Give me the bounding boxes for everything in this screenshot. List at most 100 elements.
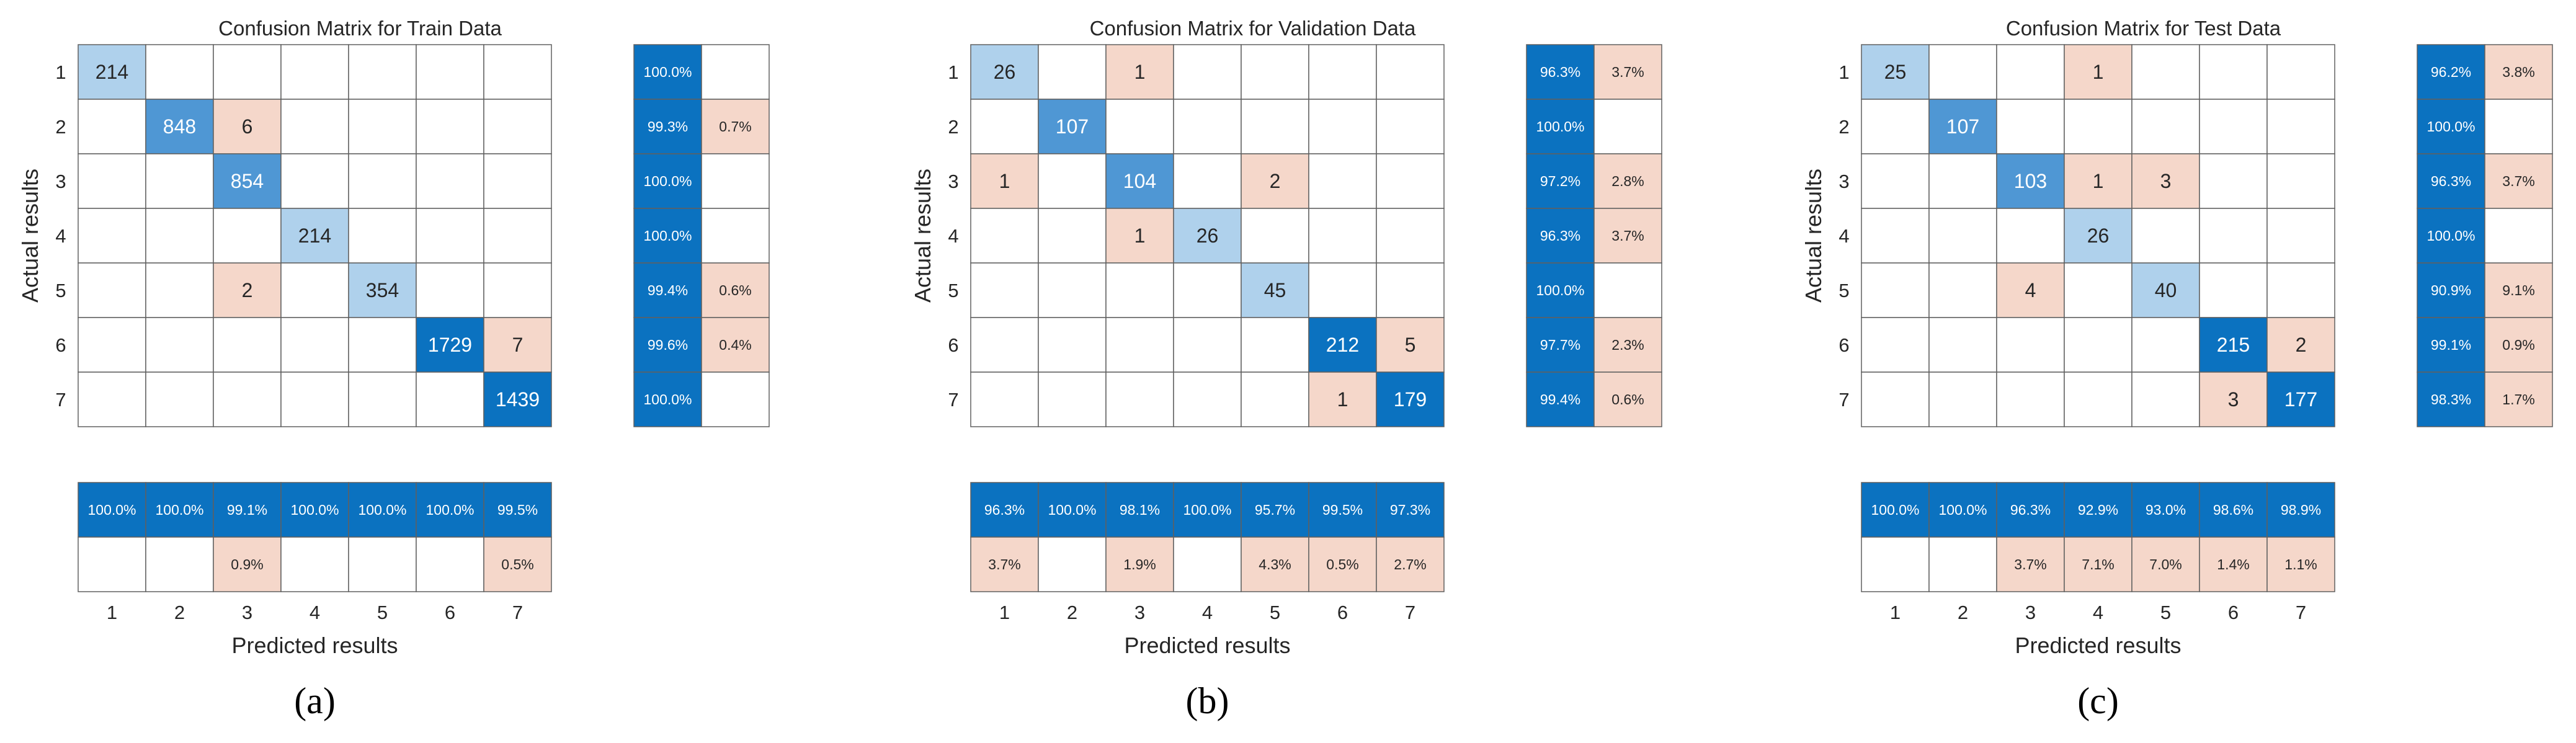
row-summary-label: 90.9% [2431, 282, 2471, 298]
row-summary-label: 3.7% [2502, 173, 2534, 189]
matrix-cell [2064, 262, 2133, 318]
row-summary-label: 99.6% [648, 337, 688, 353]
col-summary-label: 98.1% [1120, 502, 1160, 518]
x-tick-label: 4 [1202, 602, 1213, 623]
row-summary-label: 100.0% [643, 228, 692, 244]
y-tick-label: 5 [55, 280, 66, 301]
matrix-cell [416, 208, 484, 264]
panel-caption: (c) [2077, 680, 2119, 721]
x-tick-label: 7 [2296, 602, 2306, 623]
matrix-cell-value: 40 [2155, 279, 2177, 301]
row-summary-label: 100.0% [643, 64, 692, 80]
matrix-cell [1241, 99, 1309, 154]
matrix-cell [2266, 317, 2335, 373]
col-summary-label: 96.3% [2010, 502, 2051, 518]
row-summary-label: 0.7% [719, 118, 751, 135]
matrix-cell [2131, 153, 2200, 209]
row-summary-label: 99.4% [648, 282, 688, 298]
y-tick-label: 7 [948, 389, 958, 411]
col-summary-cell [145, 482, 214, 538]
row-summary-label: 3.7% [1611, 64, 1644, 80]
matrix-cell [2064, 372, 2133, 427]
matrix-cell [483, 208, 552, 264]
row-summary-cell [2417, 99, 2485, 154]
x-axis-label: Predicted results [231, 633, 398, 658]
col-summary-label: 100.0% [426, 502, 474, 518]
matrix-cell [1928, 153, 1997, 209]
matrix-cell [1861, 44, 1930, 100]
y-tick-label: 5 [948, 280, 958, 301]
col-summary-label: 98.9% [2281, 502, 2321, 518]
x-tick-label: 5 [1270, 602, 1280, 623]
col-summary-label: 96.3% [984, 502, 1025, 518]
matrix-cell [970, 208, 1039, 264]
matrix-cell [348, 372, 417, 427]
matrix-cell [970, 372, 1039, 427]
row-summary-cell [1526, 153, 1595, 209]
x-tick-label: 2 [174, 602, 185, 623]
row-summary-label: 99.3% [648, 118, 688, 135]
matrix-cell-value: 215 [2217, 334, 2250, 356]
matrix-cell [2199, 262, 2268, 318]
col-summary-cell [280, 536, 349, 592]
matrix-cell [1376, 262, 1445, 318]
x-tick-label: 4 [2093, 602, 2103, 623]
row-summary-cell [2484, 372, 2553, 427]
x-tick-label: 7 [1405, 602, 1415, 623]
row-summary-cell [1593, 99, 1662, 154]
col-summary-label: 1.9% [1123, 556, 1156, 572]
matrix-cell [1241, 208, 1309, 264]
x-tick-label: 2 [1067, 602, 1077, 623]
col-summary-label: 93.0% [2146, 502, 2186, 518]
matrix-cell [1308, 99, 1377, 154]
matrix-cell-value: 212 [1326, 334, 1359, 356]
matrix-cell [1928, 317, 1997, 373]
matrix-cell [1308, 44, 1377, 100]
row-summary-label: 100.0% [643, 173, 692, 189]
matrix-cell [1038, 317, 1107, 373]
matrix-cell [1105, 208, 1174, 264]
row-summary-cell [2484, 317, 2553, 373]
matrix-cell [213, 208, 282, 264]
matrix-cell [2199, 153, 2268, 209]
col-summary-cell [1996, 536, 2065, 592]
matrix-cell [2131, 262, 2200, 318]
matrix-cell-value: 103 [2014, 170, 2047, 192]
col-summary-label: 99.5% [1322, 502, 1363, 518]
matrix-cell [1173, 317, 1242, 373]
matrix-cell [1173, 372, 1242, 427]
col-summary-label: 100.0% [1938, 502, 1987, 518]
matrix-cell [145, 317, 214, 373]
row-summary-cell [701, 317, 770, 373]
col-summary-cell [348, 536, 417, 592]
matrix-cell [1105, 99, 1174, 154]
matrix-cell [2199, 44, 2268, 100]
matrix-cell [145, 262, 214, 318]
col-summary-cell [213, 482, 282, 538]
col-summary-cell [2064, 482, 2133, 538]
matrix-cell [213, 372, 282, 427]
matrix-cell [213, 262, 282, 318]
row-summary-cell [1526, 372, 1595, 427]
row-summary-cell [701, 372, 770, 427]
matrix-cell [2266, 372, 2335, 427]
row-summary-cell [2417, 153, 2485, 209]
matrix-cell-value: 1 [1337, 388, 1348, 411]
x-tick-label: 3 [2025, 602, 2036, 623]
col-summary-label: 100.0% [1183, 502, 1231, 518]
matrix-cell [1376, 99, 1445, 154]
matrix-cell [2064, 317, 2133, 373]
x-tick-label: 1 [1890, 602, 1901, 623]
matrix-cell-value: 2 [1270, 170, 1281, 192]
matrix-cell [348, 317, 417, 373]
matrix-cell [145, 153, 214, 209]
matrix-cell-value: 1 [1134, 225, 1146, 247]
y-tick-label: 3 [948, 171, 958, 192]
matrix-cell [2266, 153, 2335, 209]
matrix-cell [1376, 372, 1445, 427]
matrix-cell [2064, 99, 2133, 154]
col-summary-cell [1996, 482, 2065, 538]
col-summary-label: 100.0% [155, 502, 203, 518]
matrix-cell [78, 372, 146, 427]
